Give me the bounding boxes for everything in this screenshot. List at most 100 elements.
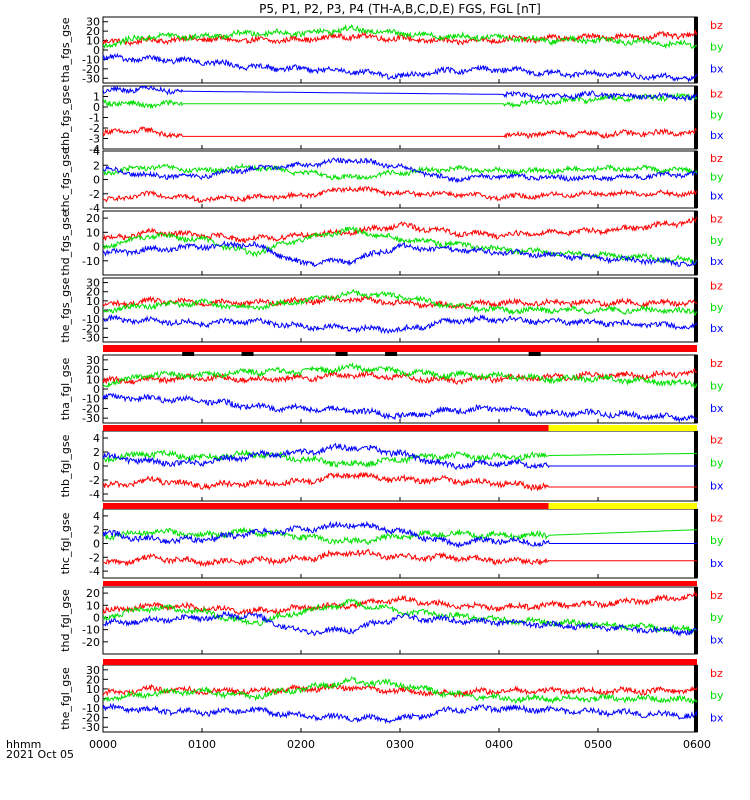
y-tick-label: -30 (82, 331, 100, 344)
y-tick-label: -10 (82, 313, 100, 326)
y-tick-label: -4 (89, 143, 100, 156)
y-tick-label: 0 (93, 44, 100, 57)
y-tick-label: -20 (82, 712, 100, 725)
y-tick-label: 20 (86, 25, 100, 38)
y-tick-label: -2 (89, 122, 100, 135)
y-tick-label: 0 (93, 304, 100, 317)
series-bx (103, 442, 697, 471)
legend-bz: bz (710, 19, 723, 32)
series-bz (103, 368, 697, 386)
series-by (103, 24, 697, 50)
panel-frame (102, 16, 698, 84)
y-tick-label: -30 (82, 72, 100, 85)
y-tick-label: -30 (82, 721, 100, 734)
y-tick-label: 20 (86, 364, 100, 377)
x-tick-label: 0600 (683, 738, 711, 751)
series-by (103, 527, 697, 546)
y-tick-label: 4 (93, 145, 100, 158)
y-tick-label: 0 (93, 693, 100, 706)
status-bar-0 (103, 345, 697, 356)
panel-frame (102, 586, 698, 655)
legend-bx: bx (710, 633, 724, 646)
x-tick-label: 0000 (89, 738, 117, 751)
legend-bz: bz (710, 433, 723, 446)
legend-bx: bx (710, 322, 724, 335)
legend-by: by (710, 534, 724, 547)
y-tick-label: 2 (93, 159, 100, 172)
status-bar-3 (103, 581, 697, 586)
series-by (103, 225, 697, 265)
y-tick-label: 10 (86, 35, 100, 48)
series-bx (103, 240, 697, 268)
status-segment (103, 425, 549, 431)
status-mark (241, 352, 254, 356)
y-tick-label: -3 (89, 133, 100, 146)
legend-bx: bx (710, 255, 724, 268)
y-tick-label: 10 (86, 599, 100, 612)
legend-by: by (710, 380, 724, 393)
y-tick-label: 20 (86, 212, 100, 225)
panel-ylabel: the_fgs_gse (59, 277, 72, 342)
panel-edge-strip (694, 211, 698, 275)
x-tick-label: 0300 (386, 738, 414, 751)
y-tick-label: 30 (86, 16, 100, 29)
y-tick-label: 4 (93, 432, 100, 445)
panel-edge-strip (694, 278, 698, 342)
legend-bx: bx (710, 62, 724, 75)
panel-ylabel: thb_fgl_gse (59, 434, 72, 497)
series-bx (103, 520, 697, 549)
panel-edge-strip (694, 17, 698, 83)
status-mark (528, 352, 541, 356)
y-tick-label: -20 (82, 636, 100, 649)
series-bz (103, 295, 697, 310)
x-unit-label: hhmm (6, 738, 41, 751)
y-tick-label: 2 (93, 446, 100, 459)
panel-frame (102, 664, 698, 733)
legend-by: by (710, 301, 724, 314)
legend-by: by (710, 108, 724, 121)
y-tick-label: -30 (82, 412, 100, 425)
panel-edge-strip (694, 665, 698, 732)
y-tick-label: 20 (86, 673, 100, 686)
y-tick-label: 2 (93, 524, 100, 537)
legend-bx: bx (710, 189, 724, 202)
panel-ylabel: thd_fgl_gse (59, 589, 72, 652)
legend-by: by (710, 689, 724, 702)
status-segment (548, 425, 697, 431)
series-by (103, 361, 697, 389)
panel-ylabel: the_fgl_gse (59, 667, 72, 730)
y-tick-label: -2 (89, 188, 100, 201)
y-tick-label: 10 (86, 373, 100, 386)
panel-ylabel: tha_fgs_gse (59, 17, 72, 82)
y-tick-label: 10 (86, 226, 100, 239)
status-bar-1 (103, 425, 697, 431)
series-bx (103, 157, 697, 184)
y-tick-label: -2 (89, 474, 100, 487)
series-bx (103, 392, 697, 423)
legend-bz: bz (710, 280, 723, 293)
y-tick-label: -10 (82, 702, 100, 715)
x-axis: 0000 0100 0200 0300 0400 0500 0600 (89, 738, 711, 751)
legend-bz: bz (710, 511, 723, 524)
y-tick-label: 0 (93, 174, 100, 187)
y-tick-label: -1 (89, 112, 100, 125)
y-tick-label: 30 (86, 664, 100, 677)
legend-by: by (710, 611, 724, 624)
y-tick-label: -4 (89, 565, 100, 578)
status-mark (385, 352, 398, 356)
panel-ylabel: thd_fgs_gse (59, 210, 72, 276)
series-bx (103, 52, 697, 83)
series-bx (103, 86, 697, 103)
panel-frame (102, 354, 698, 424)
panel-edge-strip (694, 587, 698, 654)
y-tick-label: -2 (89, 551, 100, 564)
